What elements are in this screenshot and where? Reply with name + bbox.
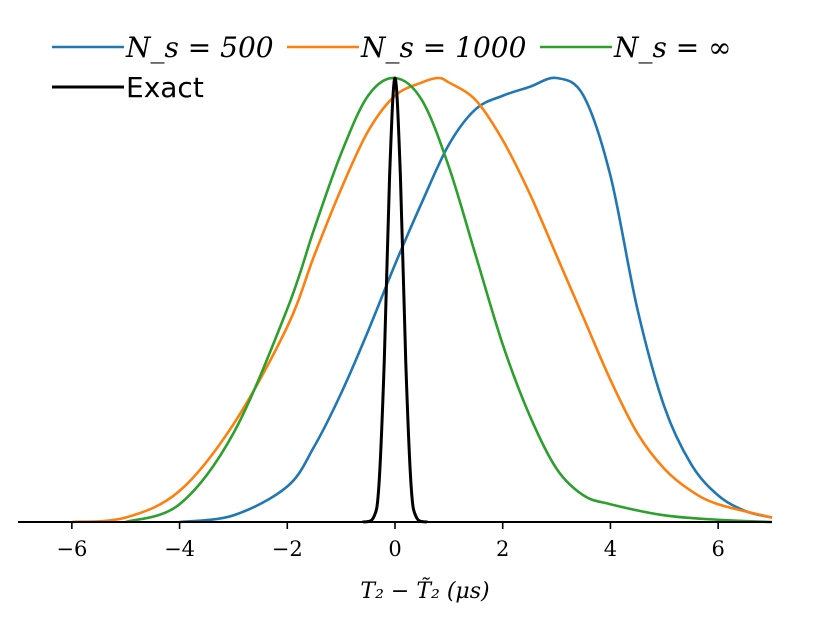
x-axis-label: T₂ − T̃₂ (μs): [360, 578, 489, 604]
x-tick-label: −4: [164, 537, 195, 561]
x-tick-label: 0: [388, 537, 401, 561]
legend-label: N_s = ∞: [613, 31, 731, 64]
legend-item-1: N_s = 1000: [287, 31, 526, 64]
legend-item-0: N_s = 500: [52, 31, 274, 64]
x-ticks: −6 −4 −2 0 2 4 6: [56, 522, 725, 561]
x-tick-label: 4: [604, 537, 617, 561]
series-line-0: [179, 76, 773, 524]
legend-label: Exact: [126, 71, 204, 104]
x-tick-label: −2: [272, 537, 303, 561]
x-tick-label: −6: [56, 537, 87, 561]
legend-item-3: Exact: [52, 71, 204, 104]
x-tick-label: 2: [496, 537, 509, 561]
legend: N_s = 500 N_s = 1000 N_s = ∞ Exact: [52, 31, 731, 104]
x-tick-label: 6: [711, 537, 724, 561]
legend-label: N_s = 500: [125, 31, 274, 64]
series-line-3: [362, 76, 428, 524]
legend-label: N_s = 1000: [360, 31, 526, 64]
series-layer: [71, 76, 773, 524]
series-line-1: [71, 76, 773, 524]
series-line-2: [125, 76, 773, 524]
legend-item-2: N_s = ∞: [540, 31, 731, 64]
